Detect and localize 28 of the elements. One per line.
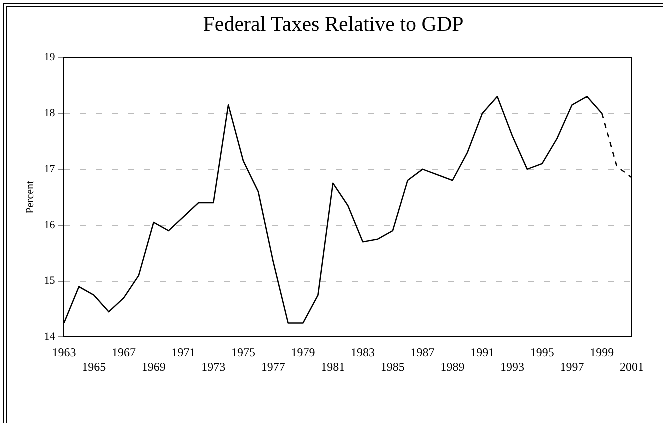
x-tick-label: 1963 [52, 346, 76, 360]
x-tick-label: 1967 [112, 346, 136, 360]
x-tick-label: 1971 [172, 346, 196, 360]
x-tick-label: 1985 [380, 360, 405, 374]
x-tick-label: 1977 [261, 360, 286, 374]
x-tick-label: 1983 [351, 346, 376, 360]
y-tick-label: 18 [44, 107, 56, 120]
y-tick-label: 14 [44, 331, 56, 344]
x-tick-label: 1965 [82, 360, 106, 374]
x-tick-label: 1995 [530, 346, 554, 360]
x-tick-label: 1979 [291, 346, 316, 360]
y-tick-label: 19 [44, 51, 56, 64]
y-tick-label: 17 [44, 163, 56, 176]
x-tick-label: 1999 [590, 346, 614, 360]
y-tick-label: 16 [44, 219, 56, 232]
x-tick-label: 2001 [620, 360, 644, 374]
x-tick-label: 1993 [500, 360, 524, 374]
x-tick-label: 1981 [321, 360, 346, 374]
y-tick-label: 15 [44, 275, 56, 288]
x-tick-label: 1975 [232, 346, 256, 360]
x-tick-label: 1997 [560, 360, 584, 374]
x-tick-label: 1989 [440, 360, 465, 374]
y-axis-title: Percent [24, 180, 36, 214]
chart-title: Federal Taxes Relative to GDP [202, 12, 465, 37]
x-tick-label: 1991 [470, 346, 495, 360]
x-tick-label: 1987 [410, 346, 435, 360]
x-tick-label: 1973 [202, 360, 226, 374]
x-tick-label: 1969 [142, 360, 166, 374]
